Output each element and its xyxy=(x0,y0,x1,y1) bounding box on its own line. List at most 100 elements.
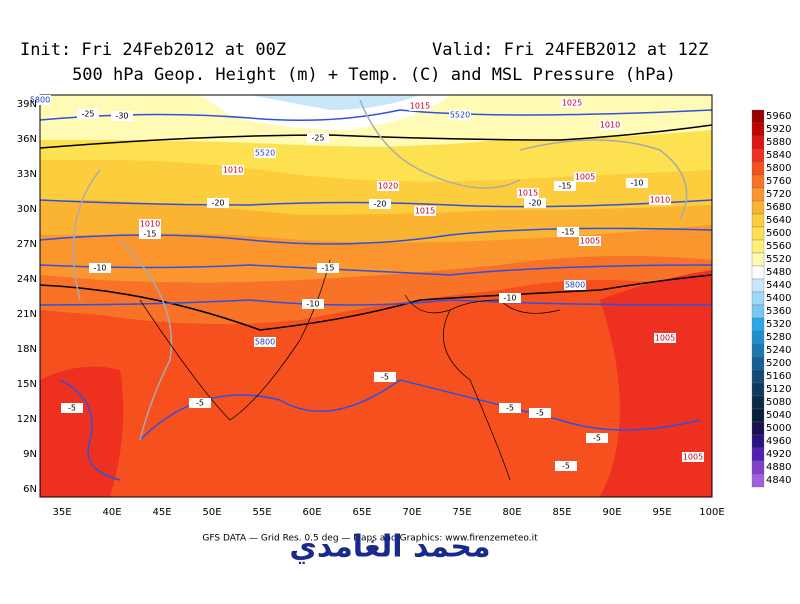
contour-label: -10 xyxy=(503,294,516,303)
label-box xyxy=(414,206,436,216)
colorbar-label: 5320 xyxy=(766,319,791,330)
colorbar-label: 4960 xyxy=(766,436,791,447)
watermark: محمد الغامدي xyxy=(289,530,490,565)
colorbar-swatch xyxy=(751,447,765,462)
label-box xyxy=(369,199,391,209)
contour-label: -15 xyxy=(558,182,571,191)
contour-label: 5800 xyxy=(30,96,50,105)
lon-label: 65E xyxy=(352,507,371,518)
colorbar-swatch xyxy=(751,473,765,488)
contour-label: -5 xyxy=(536,409,544,418)
contour-label: 1005 xyxy=(683,453,703,462)
label-box xyxy=(139,229,161,239)
colorbar-label: 5200 xyxy=(766,358,791,369)
contour-label: -15 xyxy=(321,264,334,273)
label-box xyxy=(409,101,431,111)
colorbar-label: 5920 xyxy=(766,124,791,135)
colorbar-label: 5000 xyxy=(766,423,791,434)
contour-label: -10 xyxy=(630,179,643,188)
contour-label: 1010 xyxy=(140,220,160,229)
label-box xyxy=(317,263,339,273)
label-box xyxy=(61,403,83,413)
colorbar-label: 5600 xyxy=(766,228,791,239)
contour-label: 1005 xyxy=(580,237,600,246)
label-box xyxy=(77,109,99,119)
colorbar-swatch xyxy=(751,382,765,397)
colorbar-swatch xyxy=(751,239,765,254)
colorbar-swatch xyxy=(751,460,765,475)
label-box xyxy=(561,98,583,108)
contour-label: 5800 xyxy=(565,281,585,290)
label-box xyxy=(254,148,276,158)
colorbar-label: 5960 xyxy=(766,111,791,122)
colorbar-swatch xyxy=(751,278,765,293)
contour-label: -30 xyxy=(115,112,128,121)
colorbar-swatch xyxy=(751,317,765,332)
colorbar-swatch xyxy=(751,408,765,423)
label-box xyxy=(599,120,621,130)
colorbar-label: 5480 xyxy=(766,267,791,278)
colorbar-label: 5040 xyxy=(766,410,791,421)
colorbar-swatch xyxy=(751,200,765,215)
colorbar-swatch xyxy=(751,434,765,449)
colorbar-label: 5640 xyxy=(766,215,791,226)
lon-label: 95E xyxy=(652,507,671,518)
label-box xyxy=(626,178,648,188)
lat-label: 21N xyxy=(17,309,37,320)
contour-label: -25 xyxy=(311,134,324,143)
contour-label: -5 xyxy=(506,404,514,413)
lat-label: 12N xyxy=(17,414,37,425)
colorbar-label: 5120 xyxy=(766,384,791,395)
footer: GFS DATA — Grid Res. 0.5 deg — Maps and … xyxy=(202,534,538,544)
lon-label: 60E xyxy=(302,507,321,518)
colorbar-swatch xyxy=(751,135,765,150)
contour-label: -10 xyxy=(93,264,106,273)
lat-label: 39N xyxy=(17,99,37,110)
lat-label: 15N xyxy=(17,379,37,390)
lat-label: 33N xyxy=(17,169,37,180)
contour-label: 5520 xyxy=(255,149,275,158)
lat-label: 6N xyxy=(23,484,37,495)
init-text: Init: Fri 24Feb2012 at 00Z xyxy=(20,40,286,60)
label-box xyxy=(189,398,211,408)
colorbar-label: 4840 xyxy=(766,475,791,486)
contour-label: 5800 xyxy=(255,338,275,347)
label-box xyxy=(555,461,577,471)
colorbar-label: 5840 xyxy=(766,150,791,161)
label-box xyxy=(574,172,596,182)
label-box xyxy=(579,236,601,246)
label-box xyxy=(139,219,161,229)
colorbar-swatch xyxy=(751,330,765,345)
contour-label: -15 xyxy=(143,230,156,239)
lon-label: 70E xyxy=(402,507,421,518)
lat-label: 9N xyxy=(23,449,37,460)
lat-label: 30N xyxy=(17,204,37,215)
colorbar-swatch xyxy=(751,122,765,137)
contour-label: -20 xyxy=(373,200,386,209)
colorbar-label: 5400 xyxy=(766,293,791,304)
label-box xyxy=(649,195,671,205)
colorbar-swatch xyxy=(751,252,765,267)
lon-label: 100E xyxy=(699,507,724,518)
contour-label: 1020 xyxy=(378,182,398,191)
colorbar-label: 5080 xyxy=(766,397,791,408)
label-box xyxy=(517,188,539,198)
colorbar-label: 5880 xyxy=(766,137,791,148)
lon-label: 40E xyxy=(102,507,121,518)
lon-label: 90E xyxy=(602,507,621,518)
contour-label: 1005 xyxy=(575,173,595,182)
colorbar-label: 4880 xyxy=(766,462,791,473)
colorbar-label: 5360 xyxy=(766,306,791,317)
colorbar-label: 5560 xyxy=(766,241,791,252)
colorbar-swatch xyxy=(751,109,765,124)
contour-label: -5 xyxy=(68,404,76,413)
contour-label: 1010 xyxy=(650,196,670,205)
label-box xyxy=(254,337,276,347)
colorbar-label: 5280 xyxy=(766,332,791,343)
colorbar-swatch xyxy=(751,174,765,189)
colorbar-swatch xyxy=(751,187,765,202)
contour-label: -5 xyxy=(562,462,570,471)
map-title: 500 hPa Geop. Height (m) + Temp. (C) and… xyxy=(72,65,676,85)
label-box xyxy=(564,280,586,290)
lon-label: 55E xyxy=(252,507,271,518)
